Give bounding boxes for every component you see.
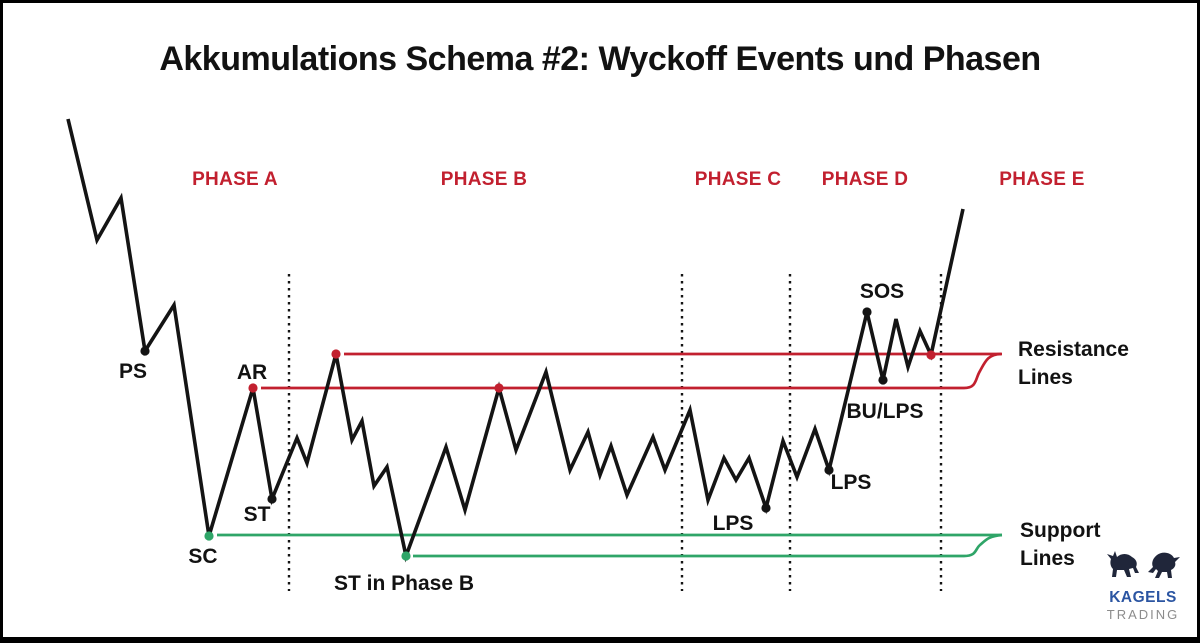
event-dot — [862, 307, 872, 317]
event-dot — [204, 531, 214, 541]
event-label-sos: SOS — [859, 280, 905, 303]
phase-label-phase-e: PHASE E — [999, 169, 1085, 190]
phase-label-phase-b: PHASE B — [440, 169, 528, 190]
event-dot — [248, 383, 258, 393]
event-dot — [926, 350, 936, 360]
phase-label-phase-a: PHASE A — [192, 169, 278, 190]
event-dot — [494, 383, 504, 393]
event-label-ar: AR — [236, 361, 268, 384]
support-label-line1: Support — [1020, 519, 1101, 542]
event-label-st-in-phase-b: ST in Phase B — [333, 572, 475, 595]
resistance-label-line1: Resistance — [1018, 338, 1129, 361]
price-path — [66, 118, 965, 563]
phase-label-phase-d: PHASE D — [821, 169, 909, 190]
event-dot — [401, 551, 411, 561]
page-title: Akkumulations Schema #2: Wyckoff Events … — [159, 40, 1041, 78]
event-label-bu-lps: BU/LPS — [846, 400, 924, 423]
phase-label-phase-c: PHASE C — [694, 169, 782, 190]
bull-icon — [1107, 551, 1139, 577]
kagels-trading-logo: KAGELS TRADING — [1102, 549, 1184, 622]
event-label-lps: LPS — [712, 512, 754, 535]
event-label-sc: SC — [188, 545, 218, 568]
resistance-lines-label: Resistance Lines — [1018, 336, 1129, 392]
event-dot — [878, 375, 888, 385]
logo-subtitle-text: TRADING — [1106, 607, 1180, 622]
event-dot — [761, 503, 771, 513]
logo-brand-text: KAGELS — [1109, 589, 1177, 606]
bull-bear-icon — [1107, 551, 1180, 578]
support-line-lower — [413, 533, 1003, 558]
resistance-label-line2: Lines — [1018, 366, 1073, 389]
support-label-line2: Lines — [1020, 547, 1075, 570]
event-label-ps: PS — [118, 360, 148, 383]
resistance-line-lower — [261, 352, 1002, 390]
event-dot — [331, 349, 341, 359]
event-label-lps: LPS — [830, 471, 872, 494]
bear-icon — [1148, 552, 1180, 578]
support-lines-label: Support Lines — [1020, 517, 1100, 573]
event-label-st: ST — [243, 503, 271, 526]
event-dot — [824, 465, 834, 475]
event-dot — [140, 346, 150, 356]
event-dot — [267, 494, 277, 504]
